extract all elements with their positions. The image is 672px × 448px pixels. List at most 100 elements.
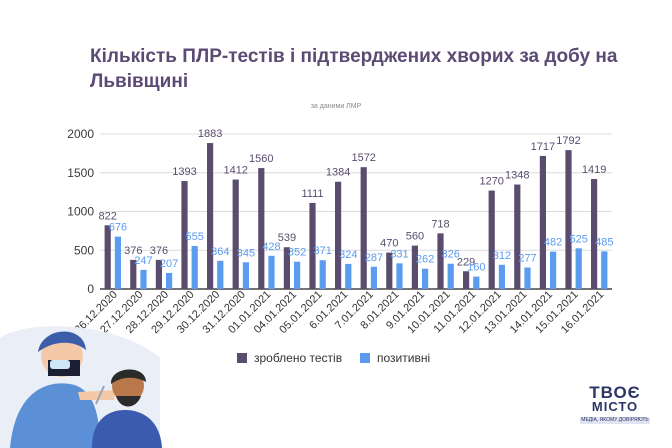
bar-positive <box>191 245 198 289</box>
logo: ТВОЄ МІСТО МЕДІА, ЯКОМУ ДОВІРЯЮТЬ <box>578 384 652 430</box>
bar-tests <box>488 190 495 289</box>
data-label-tests: 1572 <box>351 152 375 164</box>
bar-tests <box>386 252 393 289</box>
data-label-tests: 376 <box>124 245 142 257</box>
data-label-tests: 1560 <box>249 153 273 165</box>
bar-tests <box>207 143 214 289</box>
y-tick-label: 1000 <box>67 205 94 219</box>
data-label-positive: 525 <box>570 233 588 245</box>
logo-tagline: МЕДІА, ЯКОМУ ДОВІРЯЮТЬ <box>580 417 650 424</box>
legend: зроблено тестів позитивні <box>237 351 430 365</box>
bar-positive <box>319 260 326 289</box>
y-tick-label: 0 <box>87 282 94 296</box>
data-label-positive: 247 <box>134 255 152 267</box>
data-label-tests: 1717 <box>531 141 555 153</box>
data-label-tests: 1412 <box>223 165 247 177</box>
bar-tests <box>591 179 598 289</box>
data-label-positive: 482 <box>544 237 562 249</box>
bar-positive <box>114 236 121 289</box>
data-label-positive: 331 <box>390 248 408 260</box>
data-labels: 8226763762473762071393555188336414123451… <box>99 128 614 274</box>
bar-positive <box>217 260 224 289</box>
data-label-tests: 1393 <box>172 166 196 178</box>
data-label-tests: 539 <box>278 232 296 244</box>
bars <box>104 143 608 289</box>
data-label-positive: 262 <box>416 254 434 266</box>
y-axis: 0 500 1000 1500 2000 <box>67 127 94 296</box>
bar-positive <box>447 263 454 289</box>
bar-tests <box>309 202 316 289</box>
bar-positive <box>242 262 249 289</box>
pcr-swab-test-illustration <box>0 326 162 448</box>
bar-positive <box>601 251 608 289</box>
data-label-positive: 555 <box>186 231 204 243</box>
data-label-tests: 822 <box>99 210 117 222</box>
chart-subtitle: за даними ЛМР <box>310 103 362 110</box>
legend-swatch-positive <box>360 353 370 363</box>
bar-tests <box>437 233 444 289</box>
bar-tests <box>360 167 367 289</box>
data-label-tests: 718 <box>431 218 449 230</box>
data-label-positive: 352 <box>288 247 306 259</box>
logo-text-line2: МІСТО <box>591 399 639 414</box>
logo-text-line1: ТВОЄ <box>589 383 641 402</box>
data-label-tests: 1384 <box>326 167 350 179</box>
data-label-positive: 277 <box>518 253 536 265</box>
data-label-tests: 1348 <box>505 170 529 182</box>
legend-label-tests: зроблено тестів <box>254 351 342 365</box>
y-tick-label: 500 <box>74 243 94 257</box>
bar-tests <box>335 181 342 289</box>
legend-swatch-tests <box>237 353 247 363</box>
legend-label-positive: позитивні <box>377 351 430 365</box>
data-label-positive: 428 <box>262 241 280 253</box>
data-label-tests: 1883 <box>198 128 222 140</box>
bar-positive <box>422 268 429 289</box>
bar-tests <box>258 168 265 289</box>
data-label-tests: 376 <box>150 245 168 257</box>
bar-positive <box>140 269 147 289</box>
bar-positive <box>268 255 275 289</box>
bar-positive <box>345 263 352 289</box>
data-label-tests: 560 <box>406 231 424 243</box>
data-label-tests: 1111 <box>301 188 323 200</box>
bar-positive <box>396 263 403 289</box>
bar-positive <box>498 264 505 289</box>
data-label-tests: 1270 <box>479 176 503 188</box>
bar-positive <box>370 266 377 289</box>
data-label-tests: 1792 <box>556 135 580 147</box>
bar-tests <box>155 259 162 289</box>
data-label-tests: 229 <box>457 256 475 268</box>
bar-tests <box>130 259 137 289</box>
bar-tests <box>463 271 470 289</box>
data-label-positive: 326 <box>442 249 460 261</box>
y-tick-label: 1500 <box>67 166 94 180</box>
data-label-positive: 312 <box>493 250 511 262</box>
bar-tests <box>565 150 572 289</box>
data-label-tests: 470 <box>380 238 398 250</box>
data-label-positive: 287 <box>365 252 383 264</box>
bar-positive <box>294 261 301 289</box>
data-label-tests: 1419 <box>582 164 606 176</box>
bar-positive <box>550 251 557 289</box>
bar-tests <box>104 225 111 289</box>
bar-tests <box>181 181 188 289</box>
bar-positive <box>524 267 531 289</box>
y-tick-label: 2000 <box>67 127 94 141</box>
bar-tests <box>411 245 418 289</box>
bar-positive <box>166 272 173 289</box>
data-label-positive: 345 <box>237 247 255 259</box>
bar-positive <box>575 248 582 289</box>
chart-title: Кількість ПЛР-тестів і підтверджених хво… <box>90 46 618 92</box>
data-label-positive: 160 <box>467 262 485 274</box>
bar-positive <box>473 276 480 289</box>
data-label-positive: 364 <box>211 246 229 258</box>
data-label-positive: 485 <box>595 236 613 248</box>
bar-tests <box>514 184 521 289</box>
bar-tests <box>539 155 546 289</box>
data-label-positive: 676 <box>109 222 127 234</box>
data-label-positive: 324 <box>339 249 357 261</box>
bar-tests <box>283 247 290 289</box>
data-label-positive: 207 <box>160 258 178 270</box>
bar-tests <box>232 179 239 289</box>
